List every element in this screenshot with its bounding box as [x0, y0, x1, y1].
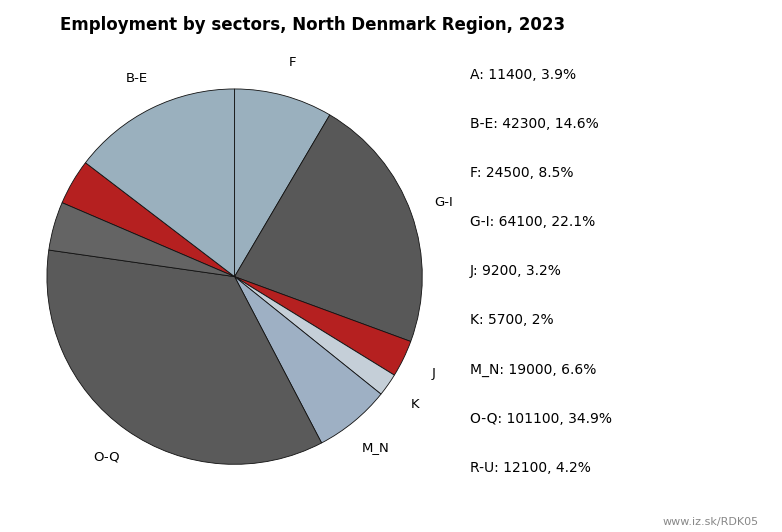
- Text: A: 11400, 3.9%: A: 11400, 3.9%: [470, 68, 576, 82]
- Text: F: F: [289, 56, 296, 70]
- Text: B-E: 42300, 14.6%: B-E: 42300, 14.6%: [470, 117, 599, 131]
- Text: www.iz.sk/RDK05: www.iz.sk/RDK05: [662, 517, 759, 527]
- Text: M_N: 19000, 6.6%: M_N: 19000, 6.6%: [470, 363, 597, 377]
- Wedge shape: [62, 163, 235, 277]
- Wedge shape: [235, 89, 330, 277]
- Text: G-I: G-I: [434, 196, 453, 209]
- Wedge shape: [48, 203, 235, 277]
- Text: O-Q: 101100, 34.9%: O-Q: 101100, 34.9%: [470, 412, 612, 426]
- Text: Employment by sectors, North Denmark Region, 2023: Employment by sectors, North Denmark Reg…: [60, 16, 565, 34]
- Text: J: 9200, 3.2%: J: 9200, 3.2%: [470, 264, 561, 278]
- Text: G-I: 64100, 22.1%: G-I: 64100, 22.1%: [470, 215, 595, 229]
- Wedge shape: [235, 277, 411, 375]
- Wedge shape: [235, 277, 394, 394]
- Text: K: K: [411, 398, 420, 411]
- Wedge shape: [235, 115, 422, 342]
- Text: B-E: B-E: [125, 72, 148, 85]
- Text: K: 5700, 2%: K: 5700, 2%: [470, 313, 554, 328]
- Text: J: J: [432, 367, 436, 380]
- Text: R-U: 12100, 4.2%: R-U: 12100, 4.2%: [470, 461, 591, 475]
- Text: M_N: M_N: [361, 441, 389, 454]
- Text: O-Q: O-Q: [93, 451, 120, 464]
- Wedge shape: [85, 89, 235, 277]
- Wedge shape: [47, 250, 321, 464]
- Wedge shape: [235, 277, 381, 443]
- Text: F: 24500, 8.5%: F: 24500, 8.5%: [470, 166, 573, 180]
